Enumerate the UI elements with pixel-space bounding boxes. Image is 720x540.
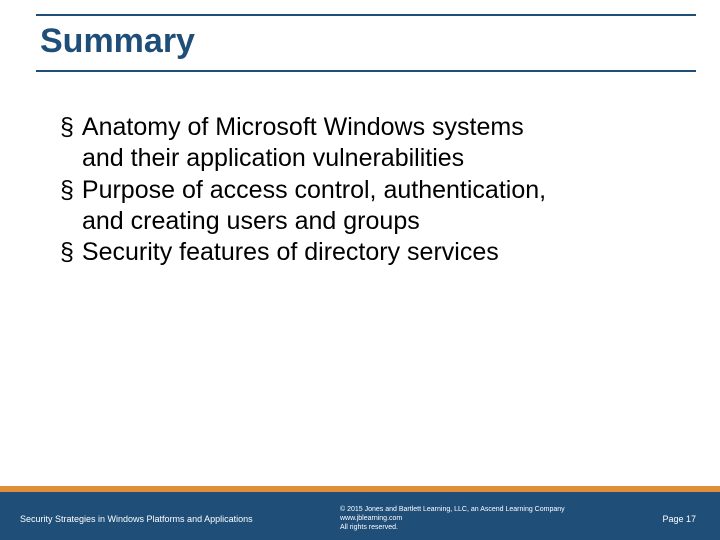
bullet-text: Security features of directory services bbox=[82, 237, 670, 268]
bullet-continuation: and their application vulnerabilities bbox=[60, 143, 670, 174]
bullet-item: § Security features of directory services bbox=[60, 237, 670, 268]
footer-page-number: Page 17 bbox=[662, 514, 696, 524]
title-rule-bottom bbox=[36, 70, 696, 72]
slide-body: §Anatomy of Microsoft Windows systemsand… bbox=[60, 112, 670, 268]
bullet-text: Purpose of access control, authenticatio… bbox=[82, 175, 670, 206]
footer-left-text: Security Strategies in Windows Platforms… bbox=[20, 514, 253, 524]
footer-center-line: © 2015 Jones and Bartlett Learning, LLC,… bbox=[340, 505, 565, 514]
footer-bar: Security Strategies in Windows Platforms… bbox=[0, 492, 720, 540]
bullet-glyph: § bbox=[60, 175, 74, 206]
slide-title: Summary bbox=[40, 22, 195, 61]
bullet-item: § Purpose of access control, authenticati… bbox=[60, 175, 670, 206]
title-rule-top bbox=[36, 14, 696, 16]
footer-center-line: All rights reserved. bbox=[340, 523, 565, 532]
footer-center-line: www.jblearning.com bbox=[340, 514, 565, 523]
bullet-continuation: and creating users and groups bbox=[60, 206, 670, 237]
bullet-glyph: § bbox=[60, 237, 74, 268]
bullet-glyph: § bbox=[60, 112, 74, 143]
footer-center-text: © 2015 Jones and Bartlett Learning, LLC,… bbox=[340, 505, 565, 532]
bullet-item: § Anatomy of Microsoft Windows systems bbox=[60, 112, 670, 143]
bullet-text: Anatomy of Microsoft Windows systems bbox=[82, 112, 670, 143]
slide: Summary § Anatomy of Microsoft Windows sy… bbox=[0, 0, 720, 540]
